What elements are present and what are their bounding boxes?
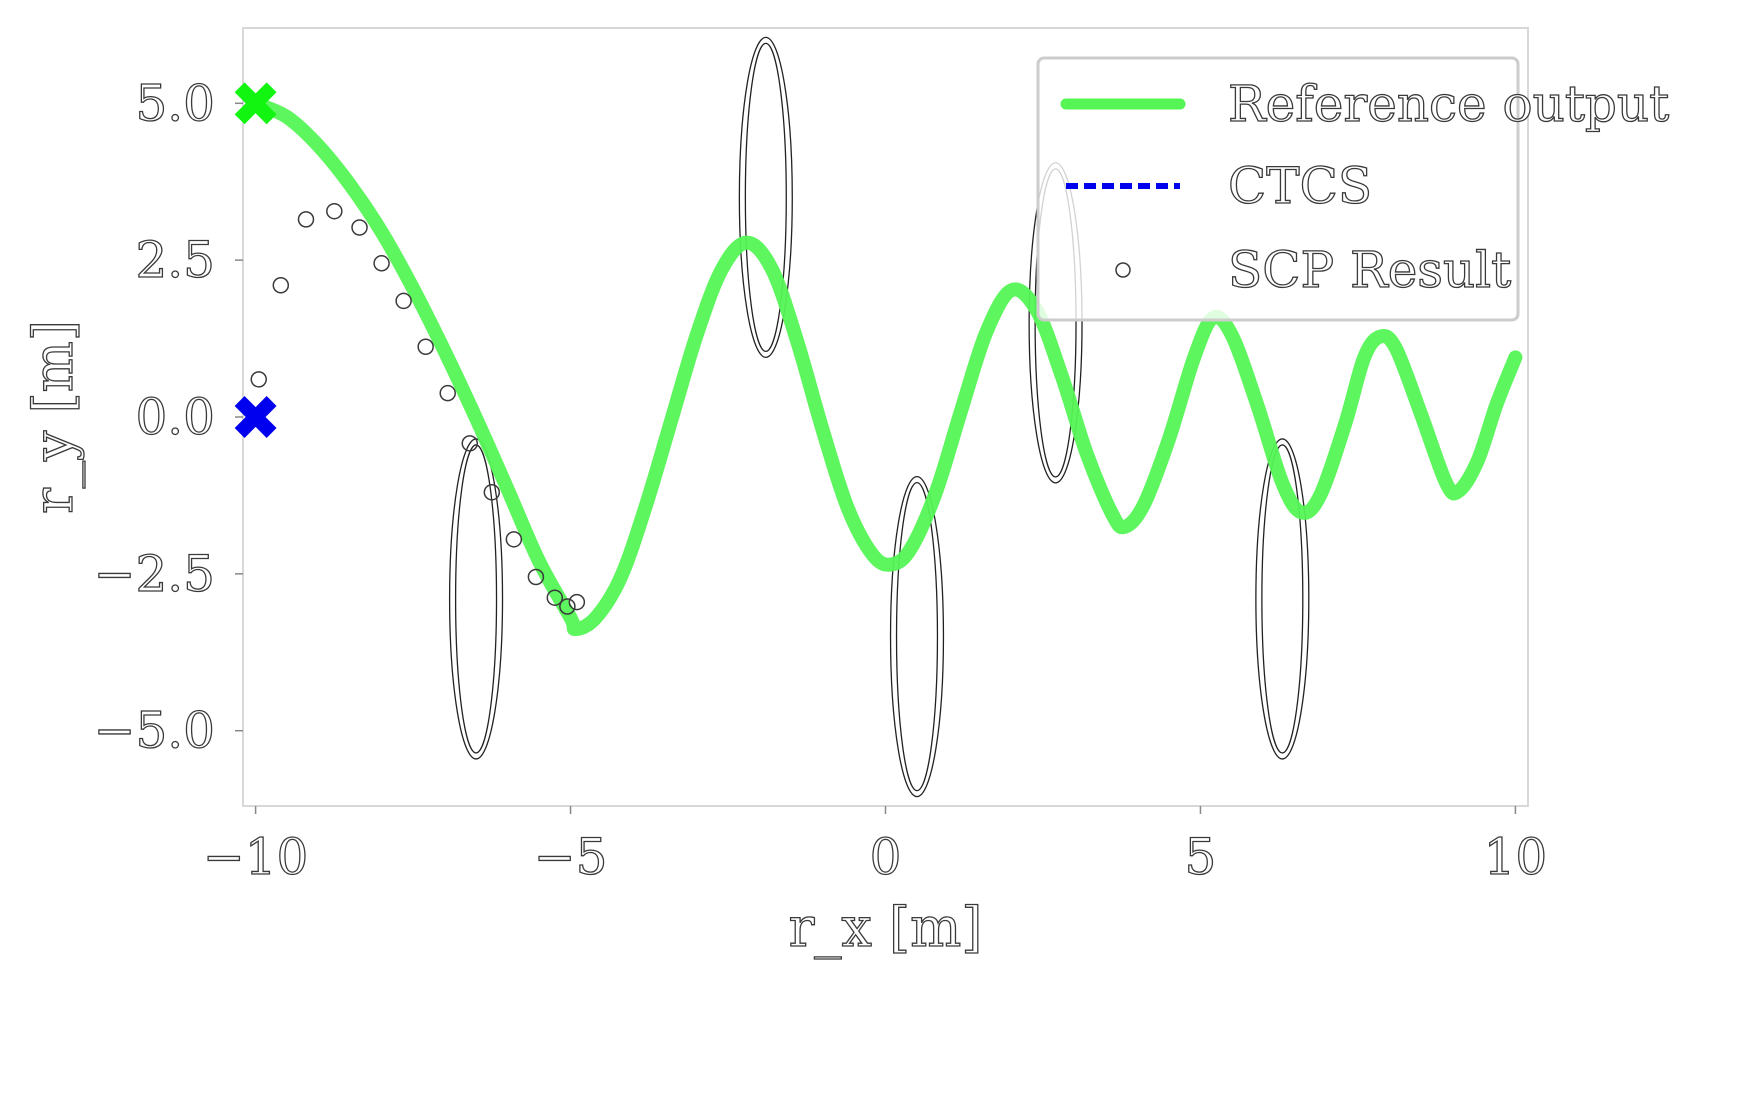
obstacle-ellipse-inner	[1261, 444, 1304, 754]
x-axis-ticks: −10 −5 0 5 10	[202, 806, 1548, 887]
obstacle-ellipse-inner	[744, 42, 787, 353]
obstacle-ellipse-outer	[738, 36, 793, 359]
obstacle-ellipse-outer	[1255, 438, 1310, 760]
scp-result-point	[439, 384, 456, 402]
scp-result-point	[483, 484, 501, 501]
y-tick-label: 2.5	[135, 231, 215, 289]
scp-result-point	[395, 292, 412, 310]
x-tick-label: −10	[203, 828, 309, 886]
start-marker-x	[234, 396, 277, 438]
legend-box	[1036, 56, 1520, 322]
scp-result-point	[373, 255, 390, 272]
obstacle-ellipse-inner	[895, 481, 939, 792]
scp-result-point	[297, 211, 315, 228]
scp-result-point	[326, 202, 343, 220]
marker-layer	[234, 82, 277, 438]
legend-label-scp-result: SCP Result	[1228, 241, 1511, 299]
legend-label-ctcs: CTCS	[1228, 157, 1372, 215]
x-tick-label: −5	[534, 828, 608, 886]
obstacle-ellipse-inner	[454, 444, 498, 754]
y-tick-label: 5.0	[135, 74, 215, 132]
scp-result-point	[546, 589, 564, 606]
x-tick-label: 5	[1185, 828, 1217, 886]
y-tick-label: −5.0	[94, 702, 215, 760]
legend-label-reference-output: Reference output	[1228, 75, 1669, 133]
scp-result-point	[461, 435, 479, 452]
axis-labels: r_x [m] r_y [m]	[21, 319, 983, 959]
scp-result-point	[272, 276, 290, 294]
series-line-reference-output	[248, 96, 1523, 637]
series-layer	[248, 96, 1523, 637]
legend-swatch-scp-result	[1115, 262, 1131, 278]
scp-result-point	[568, 593, 586, 611]
scp-result-point	[250, 371, 267, 388]
y-tick-label: 0.0	[135, 388, 215, 446]
y-axis-label: r_y [m]	[22, 320, 85, 514]
x-axis-label: r_x [m]	[789, 896, 983, 959]
start-marker-x	[234, 82, 277, 125]
x-tick-label: 10	[1484, 828, 1548, 886]
legend: Reference output CTCS SCP Result	[1036, 56, 1670, 322]
x-tick-label: 0	[870, 828, 902, 886]
scp-result-point	[559, 598, 576, 615]
scp-result-point	[527, 568, 545, 586]
scp-result-point	[505, 531, 523, 548]
y-tick-label: −2.5	[94, 545, 215, 603]
obstacle-ellipse-outer	[889, 475, 945, 798]
y-axis-ticks: −5.0 −2.5 0.0 2.5 5.0	[93, 74, 243, 760]
scp-result-point	[351, 219, 368, 236]
scp-result-point	[417, 338, 434, 355]
